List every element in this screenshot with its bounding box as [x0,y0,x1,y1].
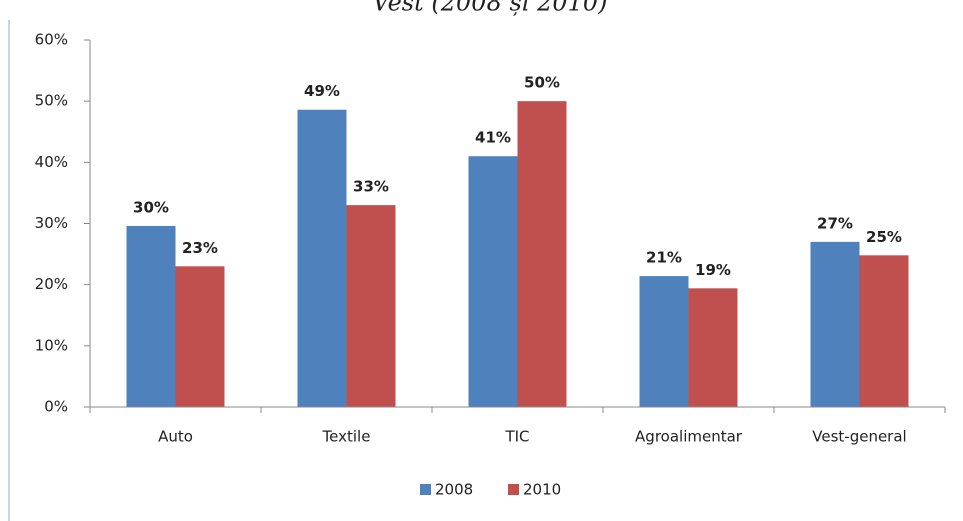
y-tick-label: 0% [44,398,68,416]
value-label: 49% [304,82,340,100]
value-label: 23% [182,239,218,257]
y-tick-label: 10% [35,336,68,354]
bar [859,255,909,407]
legend-label: 2010 [523,481,561,499]
legend-swatch [508,484,519,495]
bar [297,109,347,407]
y-tick-label: 30% [35,214,68,232]
value-label: 27% [817,214,853,232]
bar [688,288,738,407]
x-tick-label: Agroalimentar [635,428,743,446]
bar [639,276,689,407]
x-tick-label: TIC [504,428,529,446]
y-tick-label: 40% [35,153,68,171]
value-label: 21% [646,249,682,267]
bar [175,266,225,407]
bar [126,225,176,407]
bar [468,156,518,407]
y-tick-label: 60% [35,31,68,49]
chart-title: Vest (2008 și 2010) [372,0,607,17]
legend-swatch [420,484,431,495]
y-tick-label: 50% [35,92,68,110]
value-label: 25% [866,228,902,246]
x-tick-label: Auto [158,428,193,446]
value-label: 33% [353,178,389,196]
bar [517,101,567,408]
bar [810,241,860,407]
bar [346,205,396,407]
x-tick-label: Textile [322,428,371,446]
legend-label: 2008 [435,481,473,499]
y-tick-label: 20% [35,275,68,293]
value-label: 30% [133,198,169,216]
value-label: 19% [695,261,731,279]
value-label: 50% [524,74,560,92]
x-tick-label: Vest-general [812,428,906,446]
value-label: 41% [475,129,511,147]
